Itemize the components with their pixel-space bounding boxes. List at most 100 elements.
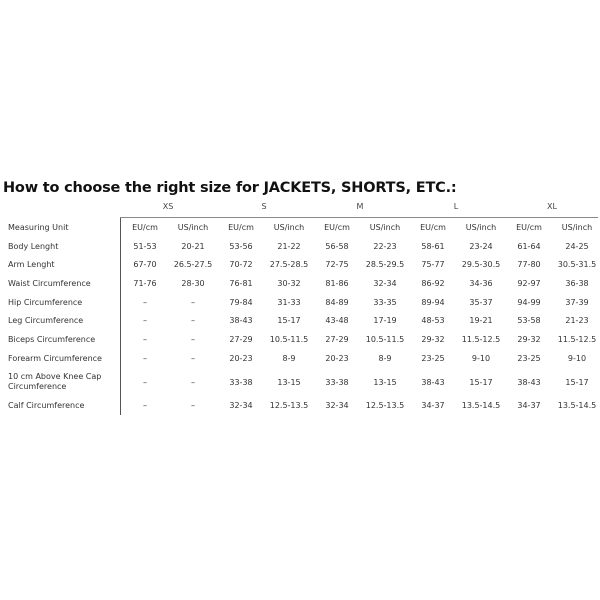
- table-cell: 89-94: [421, 297, 445, 307]
- table-cell: 32-34: [373, 278, 397, 288]
- table-cell: 20-21: [181, 241, 205, 251]
- table-cell: 53-58: [517, 316, 541, 326]
- table-cell: US/inch: [177, 222, 209, 232]
- table-cell: 33-38: [229, 377, 253, 387]
- table-cell: 77-80: [517, 260, 541, 270]
- table-row: Biceps Circumference – – 27-29 10.5-11.5 27-2…: [0, 330, 600, 349]
- table-cell: 9-10: [567, 353, 587, 363]
- table-row: Waist Circumference 71-76 28-30 76-81 30-32 8…: [0, 274, 600, 293]
- table-cell: –: [191, 377, 195, 387]
- table-cell: US/inch: [465, 222, 497, 232]
- table-cell: 13.5-14.5: [557, 401, 597, 411]
- table-cell: 15-17: [565, 377, 589, 387]
- table-cell: 38-43: [517, 377, 541, 387]
- table-cell: 29.5-30.5: [461, 260, 501, 270]
- size-chart-table: Measuring Unit EU/cm US/inch EU/cm US/inch EU…: [0, 218, 600, 416]
- table-cell: 48-53: [421, 316, 445, 326]
- row-label: Leg Circumference: [0, 311, 121, 331]
- table-cell: –: [143, 377, 147, 387]
- row-label: Hip Circumference: [0, 292, 121, 312]
- table-cell: –: [191, 353, 195, 363]
- table-cell: 32-34: [229, 401, 253, 411]
- table-cell: 56-58: [325, 241, 349, 251]
- size-header-m: M: [356, 202, 364, 211]
- table-cell: –: [191, 401, 195, 411]
- page-title: How to choose the right size for JACKETS…: [3, 180, 457, 196]
- table-cell: US/inch: [561, 222, 593, 232]
- table-cell: 31-33: [277, 297, 301, 307]
- table-cell: 23-25: [421, 353, 445, 363]
- table-cell: 75-77: [421, 260, 445, 270]
- table-cell: –: [143, 297, 147, 307]
- table-cell: 35-37: [469, 297, 493, 307]
- row-label: Arm Lenght: [0, 255, 121, 275]
- table-cell: 37-39: [565, 297, 589, 307]
- table-row: Calf Circumference – – 32-34 12.5-13.5 32-34 1…: [0, 396, 600, 416]
- table-cell: 30-32: [277, 278, 301, 288]
- table-cell: 28-30: [181, 278, 205, 288]
- table-cell: 72-75: [325, 260, 349, 270]
- table-cell: 20-23: [229, 353, 253, 363]
- table-row: 10 cm Above Knee Cap Circumference – – 33-3…: [0, 367, 600, 397]
- table-row: Leg Circumference – – 38-43 15-17 43-48 17-19 4…: [0, 311, 600, 331]
- table-cell: 38-43: [421, 377, 445, 387]
- table-cell: 76-81: [229, 278, 253, 288]
- table-cell: 38-43: [229, 316, 253, 326]
- table-cell: 34-37: [517, 401, 541, 411]
- size-header-row: XS S M L XL: [120, 202, 600, 211]
- table-cell: 84-89: [325, 297, 349, 307]
- table-cell: 51-53: [133, 241, 157, 251]
- table-cell: 94-99: [517, 297, 541, 307]
- table-row: Arm Lenght 67-70 26.5-27.5 70-72 27.5-28.5 72…: [0, 255, 600, 275]
- size-header-xl: XL: [547, 202, 557, 211]
- table-cell: –: [191, 334, 195, 344]
- table-cell: 10.5-11.5: [269, 334, 309, 344]
- header-divider: [120, 217, 598, 218]
- table-cell: 17-19: [373, 316, 397, 326]
- table-cell: 27-29: [229, 334, 253, 344]
- size-header-xs: XS: [162, 202, 174, 211]
- size-header-s: S: [261, 202, 267, 211]
- table-cell: 86-92: [421, 278, 445, 288]
- table-cell: 13-15: [277, 377, 301, 387]
- table-cell: 12.5-13.5: [365, 401, 405, 411]
- table-cell: 23-24: [469, 241, 493, 251]
- table-cell: US/inch: [369, 222, 401, 232]
- table-cell: 32-34: [325, 401, 349, 411]
- row-label: 10 cm Above Knee Cap Circumference: [0, 367, 121, 397]
- table-cell: –: [191, 297, 195, 307]
- table-cell: 12.5-13.5: [269, 401, 309, 411]
- row-label: Body Lenght: [0, 236, 121, 256]
- table-cell: EU/cm: [420, 222, 446, 232]
- table-cell: EU/cm: [132, 222, 158, 232]
- table-cell: 92-97: [517, 278, 541, 288]
- table-cell: 11.5-12.5: [461, 334, 501, 344]
- size-header-l: L: [453, 202, 459, 211]
- table-cell: 34-36: [469, 278, 493, 288]
- table-cell: 58-61: [421, 241, 445, 251]
- table-row: Measuring Unit EU/cm US/inch EU/cm US/inch EU…: [0, 218, 600, 237]
- table-cell: 9-10: [471, 353, 491, 363]
- table-cell: 19-21: [469, 316, 493, 326]
- table-cell: 29-32: [421, 334, 445, 344]
- row-label: Biceps Circumference: [0, 330, 121, 349]
- table-cell: 70-72: [229, 260, 253, 270]
- table-cell: 20-23: [325, 353, 349, 363]
- table-cell: 29-32: [517, 334, 541, 344]
- table-row: Forearm Circumference – – 20-23 8-9 20-23 8-9 2…: [0, 348, 600, 368]
- table-cell: 36-38: [565, 278, 589, 288]
- table-cell: 15-17: [469, 377, 493, 387]
- table-cell: 30.5-31.5: [557, 260, 597, 270]
- table-row: Body Lenght 51-53 20-21 53-56 21-22 56-58 22-2…: [0, 236, 600, 256]
- table-cell: 27-29: [325, 334, 349, 344]
- table-cell: EU/cm: [228, 222, 254, 232]
- row-label: Forearm Circumference: [0, 348, 121, 368]
- table-cell: 53-56: [229, 241, 253, 251]
- table-cell: –: [143, 334, 147, 344]
- table-cell: 23-25: [517, 353, 541, 363]
- table-cell: 33-38: [325, 377, 349, 387]
- table-cell: 22-23: [373, 241, 397, 251]
- table-cell: –: [143, 401, 147, 411]
- table-cell: 10.5-11.5: [365, 334, 405, 344]
- table-cell: 26.5-27.5: [173, 260, 213, 270]
